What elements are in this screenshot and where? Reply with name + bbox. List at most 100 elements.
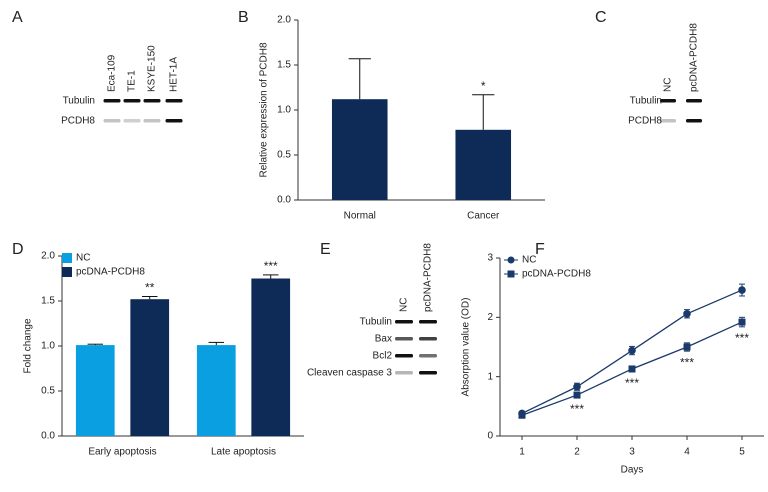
blot-band bbox=[395, 371, 413, 375]
x-tick-label: Normal bbox=[344, 211, 376, 222]
lane-label: Eca-109 bbox=[107, 54, 118, 92]
y-tick-label: 1 bbox=[487, 371, 493, 382]
row-label: Tubulin bbox=[63, 96, 95, 107]
marker bbox=[628, 346, 636, 355]
row-label: Tubulin bbox=[630, 96, 662, 107]
legend-label: NC bbox=[522, 255, 536, 266]
legend-swatch bbox=[62, 253, 72, 263]
marker bbox=[518, 411, 526, 419]
marker bbox=[738, 286, 746, 294]
y-tick-label: 0.0 bbox=[41, 431, 55, 442]
y-tick-label: 3 bbox=[487, 253, 493, 264]
blot-band bbox=[123, 99, 141, 103]
x-tick-label: 5 bbox=[739, 447, 745, 458]
y-axis-label: Absorption value (OD) bbox=[461, 298, 472, 397]
row-label: Bax bbox=[375, 334, 392, 345]
x-tick-label: Early apoptosis bbox=[88, 447, 156, 458]
lane-label: KSYE-150 bbox=[147, 45, 158, 92]
bar bbox=[455, 129, 512, 200]
legend-marker bbox=[507, 270, 515, 278]
lane-label: HET-1A bbox=[169, 57, 180, 92]
legend-label: NC bbox=[76, 253, 90, 264]
significance-label: ** bbox=[145, 281, 155, 295]
blot-band bbox=[419, 354, 437, 358]
blot-band bbox=[419, 320, 437, 324]
y-tick-label: 1.0 bbox=[41, 341, 55, 352]
blot-band bbox=[103, 99, 121, 103]
y-axis-label: Relative expression of PCDH8 bbox=[259, 42, 270, 177]
blot-band bbox=[660, 99, 676, 103]
blot-band bbox=[395, 354, 413, 358]
blot-band bbox=[419, 337, 437, 341]
x-tick-label: 1 bbox=[519, 447, 525, 458]
y-tick-label: 2.0 bbox=[41, 251, 55, 262]
marker bbox=[683, 343, 691, 351]
panel-label: D bbox=[12, 241, 24, 258]
panel-label: A bbox=[12, 9, 23, 26]
marker bbox=[683, 309, 691, 318]
lane-label: NC bbox=[663, 78, 674, 92]
x-tick-label: 2 bbox=[574, 447, 580, 458]
x-tick-label: 3 bbox=[629, 447, 635, 458]
blot-band bbox=[686, 99, 702, 103]
bar bbox=[196, 345, 236, 436]
y-tick-label: 1.5 bbox=[41, 296, 55, 307]
row-label: PCDH8 bbox=[61, 116, 95, 127]
legend-marker bbox=[507, 256, 515, 264]
panel-label: E bbox=[320, 241, 331, 258]
bar bbox=[331, 99, 388, 200]
marker bbox=[738, 318, 746, 326]
blot-band bbox=[103, 119, 121, 123]
lane-label: NC bbox=[399, 298, 410, 312]
blot-band bbox=[686, 119, 702, 123]
significance-label: *** bbox=[680, 355, 694, 369]
row-label: Cleaven caspase 3 bbox=[307, 368, 392, 379]
panel-label: C bbox=[595, 9, 607, 26]
significance-label: *** bbox=[735, 331, 749, 345]
row-label: Bcl2 bbox=[373, 351, 393, 362]
blot-band bbox=[660, 119, 676, 123]
marker bbox=[573, 382, 581, 391]
blot-band bbox=[165, 119, 183, 123]
x-tick-label: Cancer bbox=[467, 211, 500, 222]
y-tick-label: 1.5 bbox=[277, 60, 291, 71]
lane-label: pcDNA-PCDH8 bbox=[423, 243, 434, 312]
blot-band bbox=[395, 337, 413, 341]
lane-label: TE-1 bbox=[127, 70, 138, 92]
row-label: PCDH8 bbox=[628, 116, 662, 127]
panel-label: B bbox=[238, 9, 249, 26]
blot-band bbox=[395, 320, 413, 324]
significance-label: *** bbox=[570, 402, 584, 416]
y-tick-label: 2.0 bbox=[277, 15, 291, 26]
bar bbox=[251, 278, 291, 436]
panel-label: F bbox=[535, 241, 545, 258]
blot-band bbox=[165, 99, 183, 103]
blot-band bbox=[419, 371, 437, 375]
y-tick-label: 0.0 bbox=[277, 195, 291, 206]
x-tick-label: Late apoptosis bbox=[211, 447, 276, 458]
x-tick-label: 4 bbox=[684, 447, 690, 458]
y-tick-label: 2 bbox=[487, 312, 493, 323]
y-tick-label: 0.5 bbox=[277, 150, 291, 161]
significance-label: * bbox=[481, 79, 486, 93]
legend-label: pcDNA-PCDH8 bbox=[76, 267, 145, 278]
y-tick-label: 0.5 bbox=[41, 386, 55, 397]
y-tick-label: 1.0 bbox=[277, 105, 291, 116]
marker bbox=[628, 365, 636, 373]
blot-band bbox=[143, 119, 161, 123]
significance-label: *** bbox=[625, 376, 639, 390]
lane-label: pcDNA-PCDH8 bbox=[689, 23, 700, 92]
legend-swatch bbox=[62, 267, 72, 277]
blot-band bbox=[143, 99, 161, 103]
bar bbox=[130, 299, 170, 436]
y-axis-label: Fold change bbox=[23, 318, 34, 373]
x-axis-label: Days bbox=[621, 465, 644, 476]
blot-band bbox=[123, 119, 141, 123]
marker bbox=[573, 391, 581, 399]
bar bbox=[75, 345, 115, 436]
significance-label: *** bbox=[264, 259, 278, 273]
y-tick-label: 0 bbox=[487, 431, 493, 442]
row-label: Tubulin bbox=[360, 317, 392, 328]
legend-label: pcDNA-PCDH8 bbox=[522, 269, 591, 280]
